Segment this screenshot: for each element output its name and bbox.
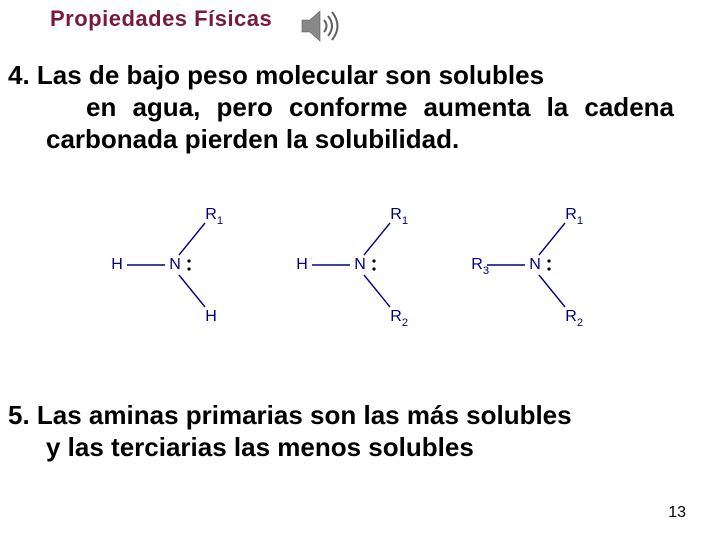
svg-text:H: H bbox=[111, 256, 123, 273]
svg-text:R: R bbox=[390, 206, 402, 223]
svg-text:N: N bbox=[354, 256, 366, 273]
svg-text:1: 1 bbox=[402, 215, 408, 227]
svg-text:R: R bbox=[565, 206, 577, 223]
svg-text:2: 2 bbox=[402, 317, 408, 329]
item-5-line2: y las terciarias las menos solubles bbox=[8, 432, 688, 464]
page-number: 13 bbox=[668, 504, 686, 522]
item-4-rest: en agua, pero conforme aumenta la cadena… bbox=[46, 92, 674, 155]
item-4-rest-text: en agua, pero conforme aumenta la cadena… bbox=[46, 92, 674, 154]
svg-text:H: H bbox=[296, 256, 308, 273]
svg-text:1: 1 bbox=[217, 215, 223, 227]
svg-text:R: R bbox=[565, 308, 577, 325]
svg-text:1: 1 bbox=[577, 215, 583, 227]
svg-text:R: R bbox=[205, 206, 217, 223]
slide: Propiedades Físicas 4. Las de bajo peso … bbox=[0, 0, 720, 540]
amine-diagram: NR1HHNR1R2HNR1R2R3 bbox=[90, 180, 630, 350]
tertiary-amine: NR1R2R3 bbox=[471, 206, 583, 329]
item-5-line1: 5. Las aminas primarias son las más solu… bbox=[8, 400, 688, 432]
svg-text:2: 2 bbox=[577, 317, 583, 329]
audio-speaker-icon bbox=[298, 6, 346, 51]
svg-text:N: N bbox=[169, 256, 181, 273]
speaker-body bbox=[302, 11, 320, 41]
speaker-waves bbox=[324, 12, 338, 40]
item-4-line1: 4. Las de bajo peso molecular son solubl… bbox=[8, 60, 544, 91]
svg-text:R: R bbox=[390, 308, 402, 325]
svg-text:R: R bbox=[471, 256, 483, 273]
svg-text:3: 3 bbox=[483, 265, 489, 277]
svg-text:N: N bbox=[529, 256, 541, 273]
item-5: 5. Las aminas primarias son las más solu… bbox=[8, 400, 688, 463]
svg-text:H: H bbox=[205, 308, 217, 325]
section-title: Propiedades Físicas bbox=[50, 6, 272, 32]
primary-amine: N R1 H H bbox=[111, 206, 223, 325]
secondary-amine: NR1R2H bbox=[296, 206, 408, 329]
